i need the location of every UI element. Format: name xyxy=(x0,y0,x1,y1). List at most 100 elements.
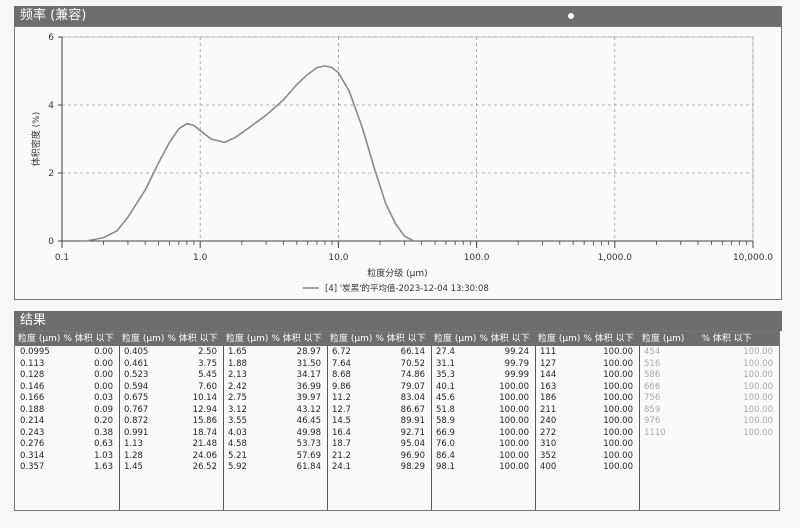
size-cell: 0.675 xyxy=(124,393,149,403)
size-cell: 35.3 xyxy=(436,370,455,380)
percent-cell: 57.69 xyxy=(296,450,321,461)
percent-cell: 49.98 xyxy=(296,427,321,438)
table-row: 51.8 100.00 xyxy=(431,405,535,417)
size-cell: 0.0995 xyxy=(20,347,50,357)
percent-cell: 46.45 xyxy=(296,416,321,426)
frequency-chart: 0.1 1.0 10.0 100.0 1,000.0 10,000.0 0 2 4 6 粒度分级 (… xyxy=(30,33,773,294)
percent-cell: 100.00 xyxy=(499,439,529,449)
size-cell: 2.13 xyxy=(228,370,247,380)
size-column-header: 粒度 (µm) xyxy=(122,334,165,344)
size-cell: 66.9 xyxy=(436,427,455,438)
x-tick-label: 1.0 xyxy=(193,253,208,263)
size-cell: 7.64 xyxy=(332,358,351,369)
table-row: 3.55 46.45 xyxy=(223,416,327,428)
percent-cell: 99.99 xyxy=(504,370,529,380)
size-cell: 4.58 xyxy=(228,439,247,449)
table-row: 0.523 5.45 xyxy=(119,370,223,382)
table-row: 14.5 89.91 xyxy=(327,416,431,428)
percent-column-header: % 体积 以下 xyxy=(375,334,426,344)
y-tick-label: 2 xyxy=(48,169,54,179)
percent-cell: 100.00 xyxy=(499,381,529,392)
x-tick-label: 10.0 xyxy=(328,253,348,263)
table-row: 211 100.00 xyxy=(535,405,639,417)
percent-cell: 100.00 xyxy=(499,450,529,461)
table-row: 0.243 0.38 xyxy=(15,428,119,440)
percent-cell: 12.94 xyxy=(192,404,217,415)
percent-cell: 89.91 xyxy=(400,416,425,426)
table-row: 1.45 26.52 xyxy=(119,462,223,474)
size-cell: 0.594 xyxy=(124,381,149,392)
percent-cell: 10.14 xyxy=(192,393,217,403)
table-row: 5.21 57.69 xyxy=(223,451,327,463)
size-cell: 976 xyxy=(644,416,661,426)
table-row: 0.405 2.50 xyxy=(119,347,223,359)
frequency-panel-header: 频率 (兼容) xyxy=(14,6,782,26)
result-column-header: 粒度 (µm)% 体积 以下 xyxy=(327,332,431,346)
percent-cell: 100.00 xyxy=(743,416,773,426)
size-cell: 11.2 xyxy=(332,393,351,403)
size-cell: 40.1 xyxy=(436,381,455,392)
size-cell: 0.872 xyxy=(124,416,149,426)
size-cell: 211 xyxy=(540,404,557,415)
table-row: 5.92 61.84 xyxy=(223,462,327,474)
size-cell: 0.461 xyxy=(124,358,149,369)
percent-cell: 31.50 xyxy=(296,358,321,369)
percent-cell: 100.00 xyxy=(743,393,773,403)
percent-cell: 95.04 xyxy=(400,439,425,449)
size-cell: 859 xyxy=(644,404,661,415)
size-cell: 3.55 xyxy=(228,416,247,426)
chart-panel: 0.1 1.0 10.0 100.0 1,000.0 10,000.0 0 2 4 6 粒度分级 (… xyxy=(14,26,782,300)
table-row: 9.86 79.07 xyxy=(327,382,431,394)
percent-cell: 100.00 xyxy=(743,427,773,438)
size-cell: 0.767 xyxy=(124,404,149,415)
table-row: 756 100.00 xyxy=(639,393,779,405)
table-row: 0.675 10.14 xyxy=(119,393,223,405)
size-cell: 1.28 xyxy=(124,450,143,461)
size-column-header: 粒度 (µm) xyxy=(18,334,61,344)
table-row: 2.42 36.99 xyxy=(223,382,327,394)
size-cell: 45.6 xyxy=(436,393,455,403)
size-cell: 0.991 xyxy=(124,427,149,438)
percent-cell: 100.00 xyxy=(603,358,633,369)
table-row: 12.7 86.67 xyxy=(327,405,431,417)
size-cell: 310 xyxy=(540,439,557,449)
table-row: 0.188 0.09 xyxy=(15,405,119,417)
percent-cell: 86.67 xyxy=(400,404,425,415)
size-cell: 1.13 xyxy=(124,439,143,449)
percent-column-header: % 体积 以下 xyxy=(479,334,530,344)
size-cell: 5.21 xyxy=(228,450,247,461)
size-cell: 1110 xyxy=(644,427,666,438)
size-cell: 0.128 xyxy=(20,370,45,380)
size-cell: 0.357 xyxy=(20,462,45,472)
percent-cell: 100.00 xyxy=(743,358,773,369)
size-cell: 2.75 xyxy=(228,393,247,403)
x-tick-label: 100.0 xyxy=(464,253,490,263)
x-axis-label: 粒度分级 (µm) xyxy=(367,267,427,279)
percent-cell: 100.00 xyxy=(603,393,633,403)
y-tick-label: 0 xyxy=(48,237,54,247)
percent-cell: 100.00 xyxy=(743,370,773,380)
y-tick-label: 4 xyxy=(48,101,54,111)
size-cell: 0.314 xyxy=(20,450,45,461)
table-row: 144 100.00 xyxy=(535,370,639,382)
size-cell: 0.113 xyxy=(20,358,45,369)
size-cell: 31.1 xyxy=(436,358,455,369)
table-row: 186 100.00 xyxy=(535,393,639,405)
table-row: 0.357 1.63 xyxy=(15,462,119,474)
result-column-header: 粒度 (µm)% 体积 以下 xyxy=(119,332,223,346)
percent-cell: 26.52 xyxy=(192,462,217,472)
table-row: 0.128 0.00 xyxy=(15,370,119,382)
size-cell: 8.68 xyxy=(332,370,351,380)
percent-cell: 100.00 xyxy=(603,381,633,392)
percent-cell: 0.00 xyxy=(94,370,113,380)
result-column-group: 粒度 (µm) % 体积 以下 454 100.00 516 100.00 586 100.0… xyxy=(639,332,779,510)
percent-cell: 100.00 xyxy=(499,393,529,403)
result-column-group: 粒度 (µm)% 体积 以下 27.4 99.24 31.1 99.79 35.3 99.9… xyxy=(431,332,536,510)
table-row: 454 100.00 xyxy=(639,347,779,359)
table-row: 0.276 0.63 xyxy=(15,439,119,451)
percent-cell: 28.97 xyxy=(296,347,321,357)
table-row: 58.9 100.00 xyxy=(431,416,535,428)
table-row: 0.0995 0.00 xyxy=(15,347,119,359)
percent-cell: 0.09 xyxy=(94,404,113,415)
size-cell: 4.03 xyxy=(228,427,247,438)
